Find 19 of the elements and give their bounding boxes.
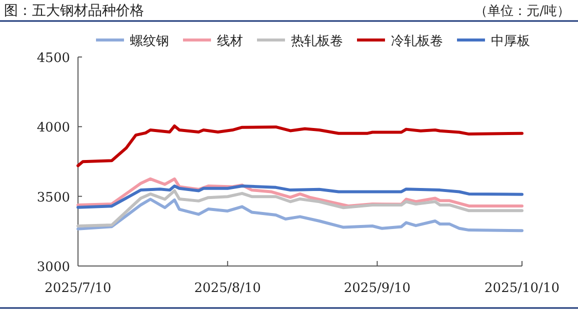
x-tick-label: 2025/9/10 xyxy=(344,281,411,296)
chart-subtitle: （单位：元/吨） xyxy=(474,4,570,19)
legend-label: 螺纹钢 xyxy=(130,34,169,49)
legend-label: 热轧板卷 xyxy=(291,34,343,49)
legend-label: 冷轧板卷 xyxy=(391,34,443,49)
x-tick-label: 2025/10/10 xyxy=(484,281,560,296)
line-series xyxy=(76,198,524,232)
y-tick-label: 3000 xyxy=(36,260,70,275)
line-series xyxy=(76,189,524,228)
y-tick-label: 4000 xyxy=(36,120,70,136)
line-series xyxy=(76,124,524,168)
legend-label: 线材 xyxy=(217,34,243,49)
y-tick-label: 4500 xyxy=(36,51,70,66)
chart-title: 图：五大钢材品种价格 xyxy=(4,3,144,19)
x-tick-label: 2025/7/10 xyxy=(44,281,112,296)
legend-label: 中厚板 xyxy=(491,34,530,49)
line-series xyxy=(76,184,524,209)
y-tick-label: 3500 xyxy=(36,190,70,206)
x-tick-label: 2025/8/10 xyxy=(194,281,261,296)
